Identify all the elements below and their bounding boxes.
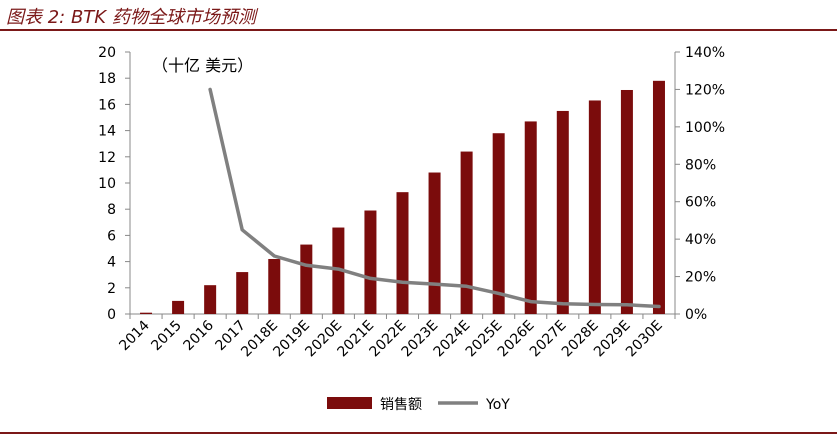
left-tick-label: 2 bbox=[107, 281, 116, 297]
sales-bar bbox=[588, 100, 601, 314]
sales-bar bbox=[300, 244, 313, 314]
legend-sales-swatch bbox=[327, 397, 372, 409]
left-tick-label: 8 bbox=[107, 202, 116, 218]
left-tick-label: 14 bbox=[98, 124, 116, 140]
right-tick-label: 140% bbox=[685, 45, 725, 61]
sales-bar bbox=[620, 89, 633, 315]
left-tick-label: 4 bbox=[107, 255, 116, 271]
x-category-label: 2015 bbox=[148, 318, 185, 355]
sales-bar bbox=[140, 312, 153, 314]
left-tick-label: 6 bbox=[107, 228, 116, 244]
sales-bar bbox=[268, 258, 281, 314]
right-tick-label: 120% bbox=[685, 82, 725, 98]
left-tick-label: 10 bbox=[98, 176, 116, 192]
left-tick-label: 18 bbox=[98, 71, 116, 87]
left-tick-label: 0 bbox=[107, 307, 116, 323]
sales-bar bbox=[524, 121, 537, 315]
yoy-line bbox=[208, 87, 661, 309]
left-tick-label: 12 bbox=[98, 150, 116, 166]
sales-bar bbox=[492, 133, 505, 314]
legend-sales-label: 销售额 bbox=[380, 397, 422, 413]
right-tick-label: 20% bbox=[685, 270, 716, 286]
sales-bar bbox=[460, 151, 473, 314]
chart-title: 图表 2: BTK 药物全球市场预测 bbox=[6, 7, 256, 28]
left-tick-label: 16 bbox=[98, 97, 116, 113]
x-category-label: 2016 bbox=[180, 317, 217, 354]
x-category-label: 2014 bbox=[116, 317, 153, 354]
sales-bar bbox=[364, 210, 377, 314]
sales-bar bbox=[396, 192, 409, 314]
sales-bar bbox=[652, 80, 665, 314]
left-tick-label: 20 bbox=[98, 45, 116, 61]
title-divider bbox=[0, 29, 837, 31]
right-tick-label: 60% bbox=[685, 195, 716, 211]
right-tick-label: 100% bbox=[685, 120, 725, 136]
right-tick-label: 0% bbox=[685, 307, 707, 323]
bar-series bbox=[140, 80, 665, 315]
right-tick-label: 80% bbox=[685, 157, 716, 173]
sales-bar bbox=[204, 285, 217, 314]
sales-bar bbox=[236, 272, 249, 314]
legend: 销售额 YoY bbox=[327, 397, 510, 413]
yoy-line-series bbox=[208, 87, 661, 309]
x-category-label: 2030E bbox=[623, 318, 666, 361]
legend-yoy-label: YoY bbox=[485, 397, 510, 413]
right-tick-label: 40% bbox=[685, 232, 716, 248]
sales-bar bbox=[556, 110, 569, 314]
unit-label: （十亿 美元） bbox=[152, 56, 253, 75]
footer-divider bbox=[0, 432, 837, 434]
sales-bar bbox=[428, 172, 441, 314]
sales-bar bbox=[172, 300, 185, 314]
